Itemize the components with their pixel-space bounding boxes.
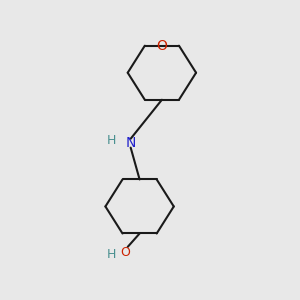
Text: H: H: [107, 248, 116, 261]
Text: N: N: [125, 136, 136, 150]
Text: O: O: [120, 246, 130, 259]
Text: O: O: [157, 39, 167, 53]
Text: H: H: [107, 134, 116, 147]
